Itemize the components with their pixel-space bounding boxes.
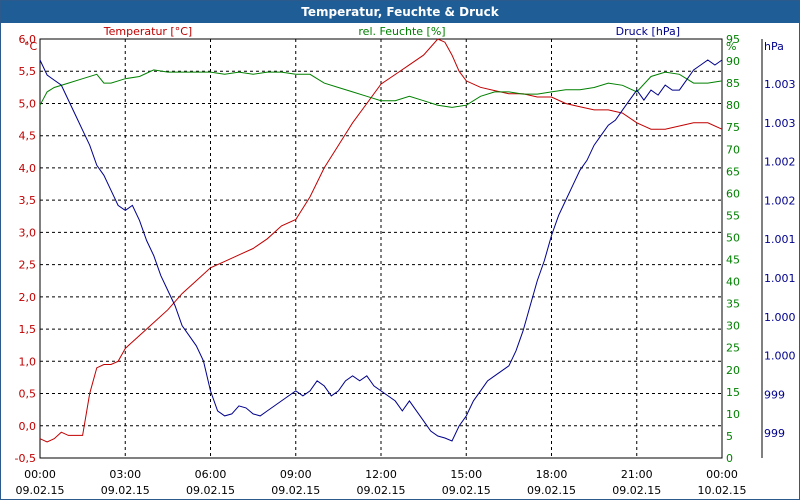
temperature-tick-label: 5,0 [19, 97, 37, 110]
temperature-tick-label: -0,5 [15, 452, 36, 465]
temperature-tick-label: 6,0 [19, 33, 37, 46]
x-tick-time: 03:00 [109, 468, 141, 481]
humidity-tick-label: 90 [726, 55, 740, 68]
temperature-tick-label: 4,0 [19, 162, 37, 175]
pressure-unit-label: hPa [764, 40, 784, 53]
x-tick-time: 06:00 [195, 468, 227, 481]
humidity-tick-label: 20 [726, 364, 740, 377]
pressure-tick-label: 1.003 [764, 78, 796, 91]
temperature-tick-label: 0,0 [19, 420, 37, 433]
pressure-tick-label: 1.001 [764, 272, 796, 285]
temperature-tick-label: 5,5 [19, 65, 37, 78]
temperature-series-line [39, 38, 723, 443]
pressure-tick-label: 1.003 [764, 117, 796, 130]
x-tick-time: 18:00 [536, 468, 568, 481]
pressure-tick-label: 1.002 [764, 156, 796, 169]
humidity-tick-label: 35 [726, 298, 740, 311]
humidity-series-label: rel. Feuchte [%] [358, 25, 445, 38]
humidity-tick-label: 65 [726, 165, 740, 178]
x-tick-date: 09.02.15 [271, 484, 320, 497]
pressure-tick-label: 1.001 [764, 233, 796, 246]
humidity-tick-label: 95 [726, 33, 740, 46]
x-tick-time: 12:00 [365, 468, 397, 481]
pressure-series-label: Druck [hPa] [616, 25, 680, 38]
humidity-tick-label: 10 [726, 408, 740, 421]
humidity-tick-label: 80 [726, 99, 740, 112]
chart-title: Temperatur, Feuchte & Druck [1, 1, 799, 23]
x-tick-time: 15:00 [450, 468, 482, 481]
temperature-tick-label: 1,0 [19, 355, 37, 368]
humidity-tick-label: 5 [726, 430, 733, 443]
humidity-series-line [39, 69, 723, 108]
humidity-tick-label: 45 [726, 254, 740, 267]
temperature-tick-label: 4,5 [19, 130, 37, 143]
x-tick-time: 00:00 [706, 468, 738, 481]
grid-lines [39, 38, 763, 459]
temperature-tick-label: 2,0 [19, 291, 37, 304]
humidity-tick-label: 40 [726, 276, 740, 289]
x-tick-date: 09.02.15 [186, 484, 235, 497]
pressure-tick-label: 1.000 [764, 350, 796, 363]
x-tick-date: 10.02.15 [698, 484, 747, 497]
temperature-unit-label: °C [24, 40, 38, 53]
temperature-tick-label: 2,5 [19, 259, 37, 272]
humidity-tick-label: 50 [726, 231, 740, 244]
temperature-tick-label: 0,5 [19, 388, 37, 401]
humidity-tick-label: 30 [726, 320, 740, 333]
humidity-tick-label: 85 [726, 77, 740, 90]
humidity-tick-label: 60 [726, 187, 740, 200]
x-tick-date: 09.02.15 [612, 484, 661, 497]
temperature-series-label: Temperatur [°C] [103, 25, 192, 38]
temperature-tick-label: 3,0 [19, 226, 37, 239]
temperature-tick-label: 1,5 [19, 323, 37, 336]
pressure-tick-label: 1.000 [764, 311, 796, 324]
humidity-tick-label: 15 [726, 386, 740, 399]
humidity-tick-label: 55 [726, 209, 740, 222]
pressure-series-line [39, 59, 723, 442]
pressure-tick-label: 1.002 [764, 194, 796, 207]
x-tick-time: 21:00 [621, 468, 653, 481]
humidity-tick-label: 25 [726, 342, 740, 355]
x-tick-time: 09:00 [280, 468, 312, 481]
humidity-tick-label: 70 [726, 143, 740, 156]
x-tick-date: 09.02.15 [16, 484, 65, 497]
x-tick-date: 09.02.15 [442, 484, 491, 497]
humidity-tick-label: 75 [726, 121, 740, 134]
x-tick-date: 09.02.15 [101, 484, 150, 497]
x-tick-date: 09.02.15 [527, 484, 576, 497]
x-tick-time: 00:00 [24, 468, 56, 481]
pressure-tick-label: 999 [764, 427, 785, 440]
temperature-tick-label: 3,5 [19, 194, 37, 207]
x-tick-date: 09.02.15 [357, 484, 406, 497]
humidity-tick-label: 0 [726, 452, 733, 465]
humidity-unit-label: % [726, 40, 736, 53]
pressure-tick-label: 999 [764, 388, 785, 401]
